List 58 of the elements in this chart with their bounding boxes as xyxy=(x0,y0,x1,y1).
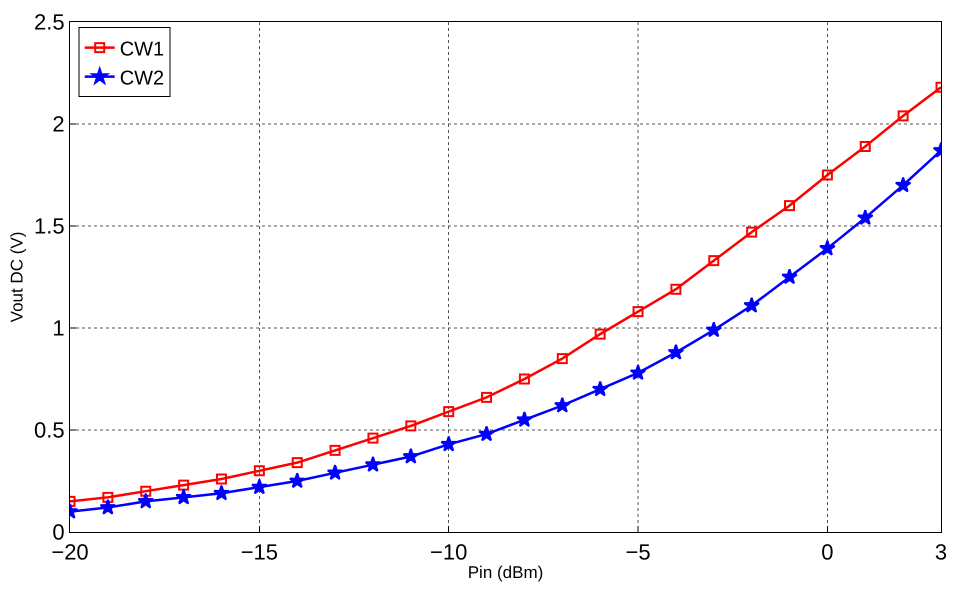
y-tick-label: 1 xyxy=(52,316,65,341)
point xyxy=(478,425,495,442)
point xyxy=(102,492,114,503)
point xyxy=(137,492,154,509)
point xyxy=(326,464,344,480)
legend-label: CW2 xyxy=(120,67,164,90)
point xyxy=(402,448,420,464)
point xyxy=(705,321,722,338)
point xyxy=(140,486,152,497)
y-tick-label: 1.5 xyxy=(34,214,65,239)
point xyxy=(367,432,378,444)
y-axis-title: Vout DC (V) xyxy=(8,232,27,322)
y-tick-label: 0.5 xyxy=(34,418,65,443)
point xyxy=(251,478,268,494)
point xyxy=(668,344,684,360)
point xyxy=(330,444,341,456)
point xyxy=(819,240,836,256)
point xyxy=(213,484,230,500)
point xyxy=(556,353,568,364)
point xyxy=(670,284,682,295)
point xyxy=(708,255,720,266)
y-tick-label: 2 xyxy=(52,112,65,137)
point xyxy=(784,200,796,212)
point xyxy=(630,364,646,380)
x-tick-label: 0 xyxy=(821,539,834,564)
point xyxy=(516,411,533,428)
point xyxy=(743,296,760,313)
point xyxy=(292,457,303,468)
x-tick-label: −10 xyxy=(430,539,468,564)
point xyxy=(254,465,265,476)
point xyxy=(100,498,116,515)
point xyxy=(175,488,192,505)
x-axis-title: Pin (dBm) xyxy=(468,562,544,582)
point xyxy=(856,209,874,226)
point xyxy=(518,374,530,384)
point xyxy=(822,170,833,180)
point xyxy=(894,176,912,192)
point xyxy=(481,392,492,403)
point xyxy=(781,268,798,284)
point xyxy=(440,436,458,452)
point xyxy=(860,140,871,152)
point xyxy=(592,380,608,396)
point xyxy=(288,472,306,488)
point xyxy=(405,420,416,432)
point xyxy=(178,480,190,491)
point xyxy=(443,406,454,418)
x-tick-label: −15 xyxy=(240,539,278,564)
legend-label: CW1 xyxy=(120,38,164,60)
point xyxy=(364,456,382,472)
x-tick-label: 3 xyxy=(934,539,948,564)
point xyxy=(898,110,909,122)
point xyxy=(216,473,227,484)
x-tick-label: −5 xyxy=(625,539,651,564)
point xyxy=(632,306,644,318)
point xyxy=(554,396,571,413)
point xyxy=(746,226,758,238)
y-tick-label: 2.5 xyxy=(34,10,65,35)
point xyxy=(594,328,606,340)
